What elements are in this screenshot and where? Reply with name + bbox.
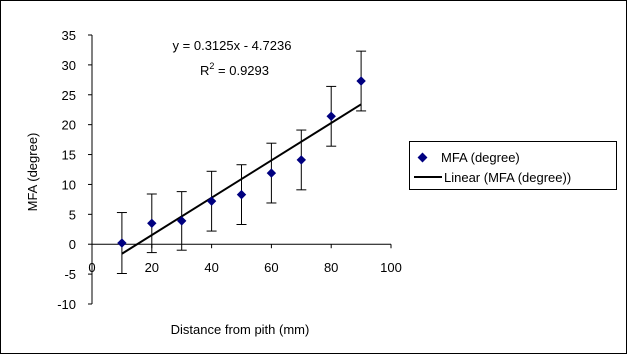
y-axis-label: MFA (degree)	[25, 133, 40, 212]
line-marker-icon	[414, 176, 442, 178]
data-point	[147, 218, 157, 229]
y-tick-label: 20	[62, 118, 76, 133]
data-points	[117, 76, 366, 248]
data-point	[296, 155, 307, 165]
diamond-marker-icon	[417, 152, 428, 162]
data-point	[236, 189, 247, 200]
data-point	[266, 168, 277, 178]
x-tick-label: 60	[264, 260, 278, 275]
r-squared-label: R2 = 0.9293	[200, 61, 269, 78]
data-point	[326, 111, 336, 122]
trendline-equation: y = 0.3125x - 4.7236	[173, 38, 292, 53]
data-point	[176, 216, 187, 226]
y-tick-label: 25	[62, 88, 76, 103]
x-axis-label: Distance from pith (mm)	[171, 322, 310, 337]
y-tick-label: -5	[64, 267, 76, 282]
legend-item-mfa: MFA (degree)	[410, 147, 520, 167]
y-axis-ticks: 35 30 25 20 15 10 5 0 -5 -10	[57, 28, 92, 312]
y-tick-label: 15	[62, 148, 76, 163]
trendline	[121, 103, 362, 255]
y-tick-label: 5	[69, 207, 76, 222]
y-tick-label: -10	[57, 297, 76, 312]
error-bars	[116, 50, 367, 275]
data-point	[206, 196, 217, 206]
x-tick-label: 20	[145, 260, 159, 275]
legend-label-linear: Linear (MFA (degree))	[444, 169, 572, 185]
legend-item-linear: Linear (MFA (degree))	[410, 167, 571, 187]
y-tick-label: 30	[62, 58, 76, 73]
x-tick-label: 100	[380, 260, 402, 275]
x-tick-label: 80	[324, 260, 338, 275]
legend-label-mfa: MFA (degree)	[441, 149, 520, 165]
y-tick-label: 0	[69, 237, 76, 252]
data-point	[117, 238, 127, 248]
data-point	[356, 76, 366, 86]
legend: MFA (degree) Linear (MFA (degree))	[409, 141, 617, 190]
y-tick-label: 35	[62, 28, 76, 43]
y-tick-label: 10	[62, 177, 76, 192]
x-tick-label: 40	[204, 260, 218, 275]
